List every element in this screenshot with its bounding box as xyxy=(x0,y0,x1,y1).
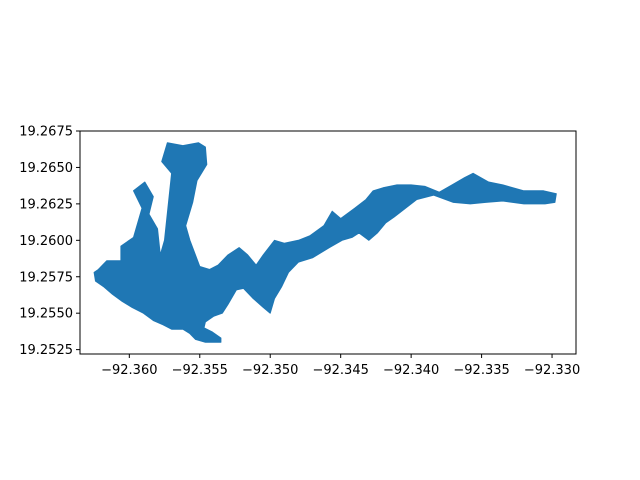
y-tick-label: 19.2675 xyxy=(19,125,73,140)
x-tick-label: −92.330 xyxy=(524,363,580,378)
x-tick-label: −92.360 xyxy=(101,363,157,378)
y-tick-label: 19.2625 xyxy=(19,197,73,212)
y-tick-label: 19.2550 xyxy=(19,307,73,322)
lake-region-0 xyxy=(93,142,557,343)
x-tick-label: −92.355 xyxy=(172,363,228,378)
x-tick-label: −92.345 xyxy=(312,363,368,378)
axes-frame xyxy=(79,130,577,355)
x-tick-label: −92.335 xyxy=(453,363,509,378)
x-tick-label: −92.350 xyxy=(242,363,298,378)
y-axis-ticks: 19.2525 19.2550 19.2575 19.2600 19.2625 19.26… xyxy=(19,125,80,358)
y-tick-label: 19.2650 xyxy=(19,161,73,176)
plot-area xyxy=(93,142,557,343)
y-tick-label: 19.2600 xyxy=(19,234,73,249)
y-tick-label: 19.2575 xyxy=(19,270,73,285)
y-tick-label: 19.2525 xyxy=(19,343,73,358)
x-axis-ticks: −92.360 −92.355 −92.350 −92.345 −92.340 −92.3… xyxy=(101,354,580,378)
x-tick-label: −92.340 xyxy=(383,363,439,378)
